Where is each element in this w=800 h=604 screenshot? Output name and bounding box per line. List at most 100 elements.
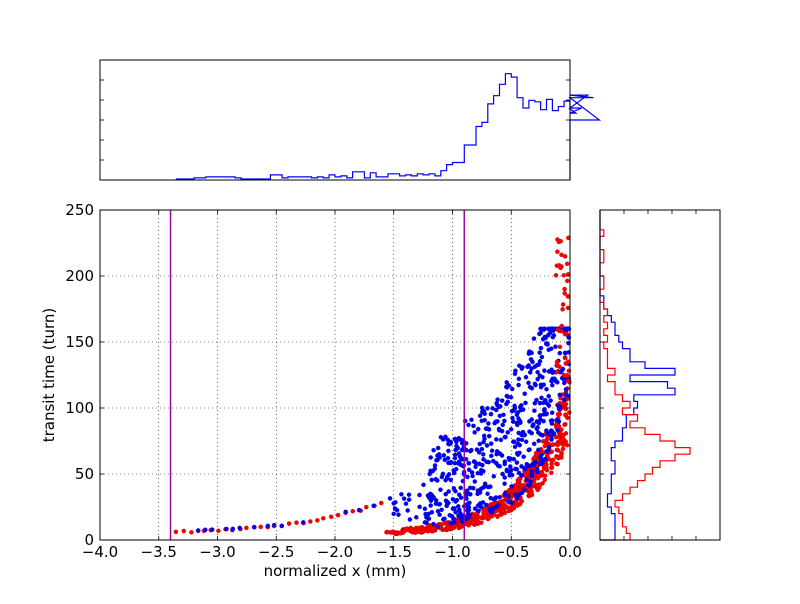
blue-point [203,527,208,533]
blue-point [441,453,447,458]
blue-point [470,473,475,479]
blue-point [466,422,471,428]
blue-point [475,488,481,493]
blue-point [394,507,400,513]
blue-point [541,407,547,413]
blue-point [494,437,499,442]
blue-point [539,395,544,401]
blue-point [540,458,545,463]
blue-point [426,511,431,517]
red-point [516,481,522,487]
blue-point [519,464,524,469]
blue-point [546,393,551,399]
blue-point [497,413,503,419]
red-point [483,514,488,520]
red-point [458,523,463,528]
blue-point [543,397,548,403]
red-point [558,439,563,444]
blue-point [432,463,438,468]
blue-point [509,408,515,414]
scatter-points [173,235,572,537]
blue-point [500,471,505,477]
red-point [559,252,564,258]
blue-point [422,520,428,525]
blue-point [522,487,527,492]
x-tick-label: −3.0 [199,543,235,561]
blue-point [500,422,505,428]
blue-point [446,489,451,494]
blue-point [451,468,456,473]
red-point [542,443,548,449]
blue-point [406,497,412,502]
blue-point [534,466,540,472]
blue-point [516,437,521,442]
blue-point [471,485,476,491]
blue-point [230,526,236,532]
blue-point [521,454,526,459]
blue-point [475,426,481,432]
blue-point [493,460,499,466]
red-point [560,302,566,307]
x-tick-label: −1.5 [376,543,412,561]
blue-point [533,382,538,388]
red-point [555,454,561,460]
blue-point [502,418,507,424]
blue-point [557,392,562,398]
blue-point [445,455,451,461]
blue-point [549,437,554,442]
blue-point [466,467,472,473]
blue-point [452,506,457,511]
red-point [328,514,334,520]
blue-point [396,512,401,517]
blue-point [531,441,537,447]
blue-point [508,395,514,400]
red-point [364,504,369,510]
blue-point [529,472,535,477]
blue-point [485,406,490,411]
red-point [561,273,567,278]
top-histogram-frame [99,59,571,181]
blue-point [519,490,525,496]
blue-point [525,482,531,488]
blue-point [550,382,555,388]
blue-point [538,326,543,332]
red-point [516,476,522,482]
blue-point [557,406,562,411]
blue-point [540,336,546,342]
blue-point [458,510,463,516]
blue-point [514,460,520,465]
x-axis-label: normalized x (mm) [264,562,407,580]
blue-point [488,484,493,489]
red-point [540,439,546,444]
blue-point [448,520,453,526]
blue-point [479,418,484,424]
blue-point [497,451,503,456]
blue-point [494,449,500,454]
red-point [560,307,565,312]
red-point [535,482,540,488]
blue-point [466,507,472,513]
blue-point [514,412,520,417]
blue-point [435,445,441,451]
blue-point [496,426,502,432]
blue-point [517,442,522,448]
blue-point [528,350,533,355]
red-point [542,473,548,478]
red-point [563,412,568,417]
blue-point [511,419,516,424]
blue-point [251,524,257,530]
blue-point [456,492,462,497]
red-point [385,529,390,535]
blue-point [499,398,505,403]
blue-point [488,411,494,417]
y-tick-label: 50 [75,465,94,483]
blue-point [387,496,393,501]
blue-point [534,362,540,368]
blue-point [549,421,555,426]
blue-point [466,461,472,466]
red-point [559,450,564,456]
blue-point [493,407,499,413]
red-point [501,504,506,509]
blue-point [433,501,439,506]
y-axis-label: transit time (turn) [40,308,58,443]
